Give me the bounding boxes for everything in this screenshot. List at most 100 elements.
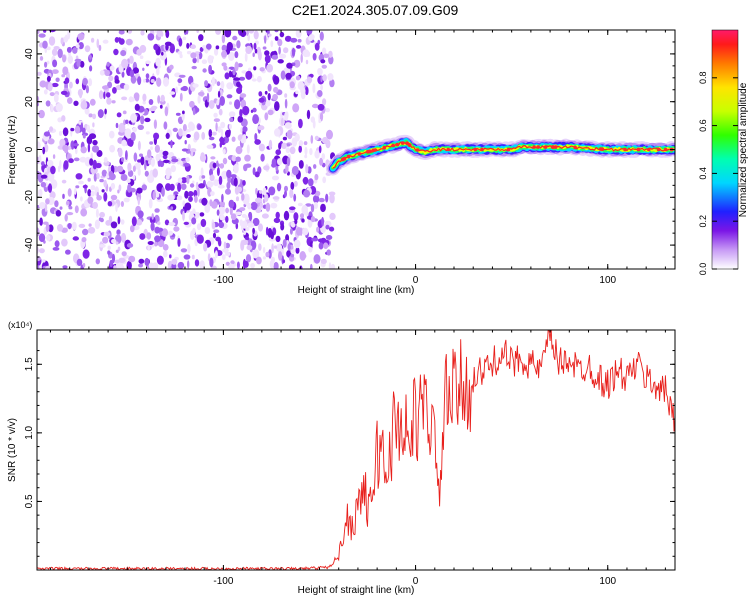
noise-speck: [135, 219, 143, 226]
noise-speck: [106, 97, 112, 105]
y-tick-label: 40: [24, 48, 35, 60]
noise-speck: [211, 79, 215, 87]
noise-speck: [242, 258, 247, 269]
noise-speck: [82, 263, 86, 268]
noise-speck: [82, 228, 89, 236]
noise-speck: [140, 156, 145, 166]
noise-speck: [284, 111, 289, 121]
noise-speck: [206, 181, 214, 188]
noise-speck: [287, 243, 291, 251]
noise-speck: [67, 55, 74, 64]
noise-speck: [193, 131, 200, 141]
noise-speck: [103, 91, 106, 100]
colorbar-tick-label: 0.2: [698, 215, 708, 228]
noise-speck: [154, 208, 160, 213]
noise-speck: [54, 240, 60, 248]
noise-speck: [276, 182, 282, 192]
colorbar-tick-label: 0.0: [698, 263, 708, 276]
noise-speck: [45, 182, 48, 188]
noise-speck: [82, 249, 90, 259]
noise-speck: [147, 174, 155, 184]
noise-speck: [282, 259, 286, 264]
noise-speck: [144, 117, 151, 123]
noise-speck: [219, 96, 225, 106]
noise-speck: [323, 242, 329, 249]
noise-speck: [262, 256, 266, 260]
y-tick-label: -20: [24, 190, 35, 205]
noise-speck: [265, 226, 269, 236]
noise-speck: [134, 162, 141, 170]
noise-speck: [128, 97, 135, 102]
noise-speck: [38, 233, 46, 243]
noise-speck: [182, 36, 187, 41]
noise-speck: [204, 80, 209, 87]
noise-speck: [105, 220, 112, 226]
noise-speck: [149, 141, 154, 145]
noise-speck: [163, 250, 168, 258]
noise-speck: [290, 253, 295, 258]
snr-ticks: -100 0 100 0.5 1.0 1.5: [24, 330, 675, 587]
noise-speck: [137, 76, 142, 86]
noise-speck: [229, 117, 234, 123]
noise-speck: [45, 198, 50, 205]
noise-speck: [240, 30, 247, 38]
noise-speck: [76, 60, 81, 68]
noise-speck: [74, 187, 77, 195]
noise-speck: [39, 80, 47, 88]
noise-speck: [98, 44, 102, 52]
noise-speck: [304, 154, 308, 159]
noise-speck: [264, 90, 268, 95]
noise-speck: [289, 228, 293, 235]
noise-speck: [239, 207, 246, 212]
noise-speck: [289, 146, 296, 155]
noise-speck: [121, 96, 128, 101]
noise-speck: [221, 44, 227, 52]
noise-speck: [52, 154, 56, 159]
noise-speck: [222, 148, 226, 155]
noise-speck: [234, 99, 241, 110]
noise-speck: [148, 99, 154, 105]
noise-speck: [219, 201, 225, 208]
noise-speck: [81, 127, 86, 134]
noise-speck: [242, 134, 247, 144]
noise-speck: [43, 131, 50, 137]
noise-speck: [296, 227, 302, 236]
noise-speck: [102, 236, 109, 244]
noise-speck: [262, 46, 267, 50]
noise-speck: [75, 173, 83, 180]
noise-speck: [201, 131, 206, 140]
y-tick-label: 1.0: [24, 425, 35, 439]
noise-speck: [290, 221, 296, 228]
noise-speck: [104, 108, 107, 115]
noise-speck: [254, 133, 258, 141]
noise-speck: [189, 183, 195, 188]
noise-speck: [178, 74, 186, 78]
noise-speck: [157, 95, 161, 104]
noise-speck: [215, 30, 222, 35]
noise-speck: [247, 34, 250, 42]
noise-speck: [273, 261, 279, 269]
noise-speck: [180, 87, 185, 91]
noise-speck: [156, 77, 162, 87]
noise-speck: [153, 132, 160, 140]
snr-series-line: [37, 330, 675, 570]
noise-speck: [102, 39, 109, 44]
noise-speck: [177, 237, 181, 247]
noise-speck: [145, 78, 150, 83]
noise-speck: [183, 254, 191, 260]
noise-speck: [328, 55, 334, 65]
noise-speck: [302, 227, 309, 236]
ridge-peak: [532, 145, 536, 149]
noise-speck: [237, 186, 243, 193]
ridge-peak: [480, 147, 484, 152]
noise-speck: [254, 48, 258, 54]
noise-speck: [209, 174, 215, 182]
noise-speck: [197, 187, 200, 197]
noise-speck: [241, 220, 248, 229]
noise-speck: [280, 70, 286, 80]
noise-speck: [137, 168, 141, 176]
noise-speck: [103, 192, 108, 202]
noise-speck: [87, 143, 91, 153]
noise-speck: [38, 154, 42, 165]
noise-speck: [294, 218, 298, 225]
